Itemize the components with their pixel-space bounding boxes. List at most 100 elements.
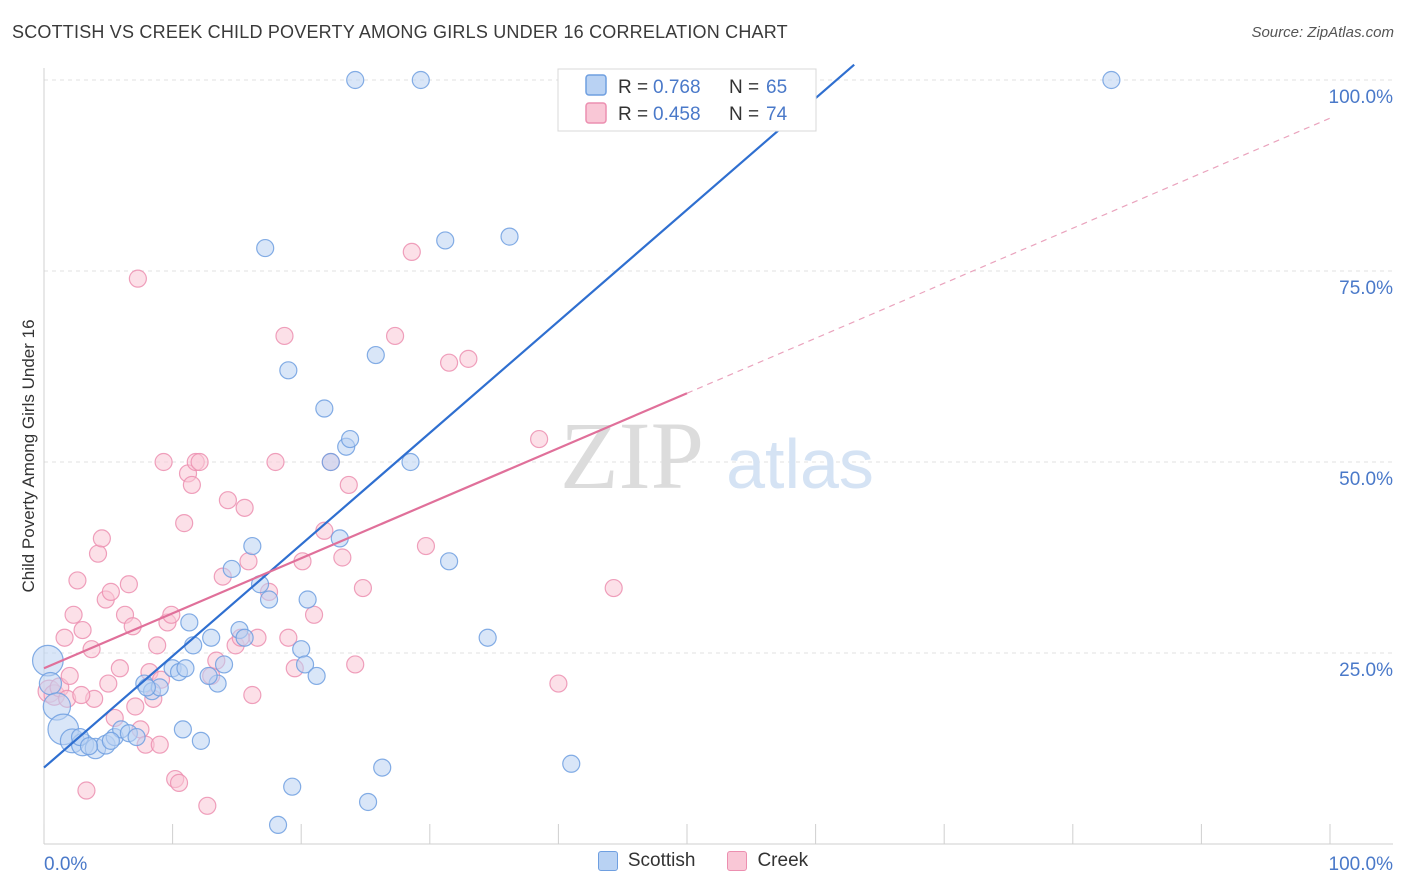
- data-point-scottish: [315, 399, 334, 418]
- series-legend: Scottish Creek: [0, 850, 1406, 872]
- data-point-creek: [92, 529, 111, 548]
- data-point-creek: [385, 326, 405, 346]
- data-point-scottish: [256, 238, 275, 258]
- data-point-scottish: [243, 536, 262, 556]
- data-point-scottish: [137, 678, 156, 697]
- legend-label-scottish: Scottish: [627, 850, 696, 871]
- data-point-creek: [459, 349, 478, 368]
- legend-r-label: R =: [618, 104, 648, 125]
- watermark-zip: ZIP: [560, 402, 704, 509]
- data-point-scottish: [436, 231, 455, 250]
- data-point-creek: [275, 326, 294, 346]
- data-point-scottish: [295, 655, 315, 674]
- data-point-creek: [243, 685, 262, 705]
- data-point-scottish: [411, 70, 430, 90]
- data-point-creek: [77, 781, 96, 800]
- legend-n-value: 65: [766, 77, 787, 98]
- trend-extension-creek: [686, 117, 1331, 394]
- data-point-creek: [339, 475, 358, 495]
- data-point-scottish: [180, 613, 199, 632]
- source-label: Source: ZipAtlas.com: [1251, 24, 1394, 41]
- data-point-creek: [169, 773, 189, 792]
- data-point-scottish: [307, 666, 326, 686]
- watermark: ZIP atlas: [560, 402, 874, 509]
- data-point-scottish: [268, 815, 288, 835]
- data-point-creek: [64, 605, 83, 624]
- data-point-scottish: [176, 659, 195, 678]
- data-point-creek: [266, 452, 285, 472]
- legend-n-label: N =: [729, 77, 759, 98]
- data-point-creek: [101, 582, 120, 601]
- data-point-scottish: [1102, 70, 1121, 90]
- data-point-creek: [68, 571, 87, 590]
- legend-item-creek[interactable]: Creek: [727, 850, 808, 872]
- data-point-creek: [182, 475, 201, 495]
- legend-item-scottish[interactable]: Scottish: [597, 850, 696, 872]
- data-point-scottish: [191, 731, 210, 750]
- legend-n-value: 74: [766, 104, 788, 125]
- data-point-scottish: [340, 429, 360, 449]
- data-point-creek: [55, 628, 74, 647]
- data-point-scottish: [127, 727, 146, 747]
- y-tick-label: 25.0%: [1339, 660, 1393, 681]
- chart-title: SCOTTISH VS CREEK CHILD POVERTY AMONG GI…: [12, 22, 788, 42]
- data-point-scottish: [101, 731, 120, 750]
- y-tick-label: 100.0%: [1329, 87, 1394, 108]
- trend-line-creek: [43, 392, 688, 670]
- legend-label-creek: Creek: [757, 850, 809, 871]
- x-tick-label-min: 0.0%: [44, 854, 87, 875]
- data-point-scottish: [439, 552, 459, 571]
- data-point-creek: [530, 429, 549, 449]
- y-axis-label: Child Poverty Among Girls Under 16: [19, 319, 38, 592]
- data-point-creek: [60, 666, 79, 686]
- data-point-creek: [175, 514, 194, 533]
- data-point-scottish: [202, 628, 221, 647]
- data-point-creek: [119, 575, 138, 594]
- data-point-scottish: [31, 644, 64, 677]
- data-point-scottish: [373, 758, 392, 777]
- data-point-creek: [82, 640, 101, 659]
- data-point-scottish: [478, 628, 497, 647]
- data-point-creek: [110, 659, 129, 678]
- legend-swatch-scottish: [585, 74, 607, 96]
- data-point-creek: [439, 353, 459, 372]
- data-point-creek: [304, 605, 324, 624]
- data-point-scottish: [235, 628, 254, 647]
- data-point-creek: [128, 269, 147, 288]
- data-point-scottish: [500, 227, 519, 246]
- data-point-creek: [148, 636, 167, 655]
- data-point-scottish: [562, 754, 581, 773]
- axes: [43, 68, 1393, 845]
- data-point-scottish: [346, 70, 365, 90]
- data-point-creek: [73, 620, 92, 640]
- trend-lines: [43, 63, 1331, 769]
- data-point-scottish: [214, 655, 234, 674]
- watermark-atlas: atlas: [726, 425, 874, 503]
- data-point-creek: [88, 544, 108, 563]
- data-point-scottish: [173, 720, 192, 739]
- data-point-creek: [99, 674, 118, 693]
- legend-swatch-creek: [585, 102, 607, 124]
- legend-box: R = 0.768 N = 65 R = 0.458 N = 74: [557, 68, 817, 132]
- data-point-creek: [333, 548, 352, 567]
- data-point-scottish: [283, 777, 302, 796]
- data-point-creek: [154, 452, 173, 472]
- data-point-scottish: [259, 590, 279, 609]
- data-point-creek: [190, 452, 209, 472]
- y-tick-labels: 25.0% 50.0% 75.0% 100.0%: [1329, 87, 1394, 681]
- data-point-scottish: [38, 671, 63, 696]
- data-point-creek: [239, 552, 258, 571]
- data-point-creek: [72, 685, 91, 705]
- data-point-creek: [353, 578, 373, 598]
- data-point-scottish: [222, 559, 241, 579]
- data-point-creek: [150, 735, 169, 754]
- data-point-scottish: [358, 792, 378, 812]
- data-point-scottish: [366, 345, 385, 365]
- data-point-creek: [416, 536, 436, 556]
- x-tick-label-max: 100.0%: [1329, 854, 1394, 875]
- data-point-creek: [604, 578, 623, 598]
- data-point-scottish: [401, 452, 420, 472]
- data-point-creek: [402, 242, 421, 261]
- data-point-scottish: [279, 361, 298, 380]
